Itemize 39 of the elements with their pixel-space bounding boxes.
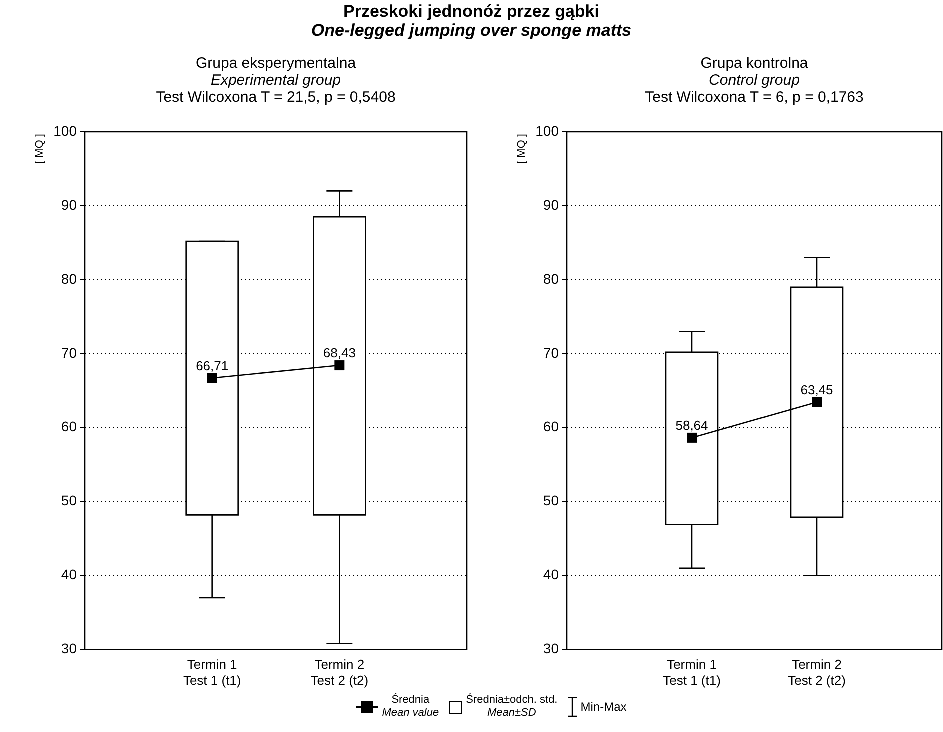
y-tick-label: 40: [543, 566, 560, 583]
y-tick-label: 100: [536, 122, 560, 139]
x-tick-label: Termin 2 Test 2 (t2): [310, 657, 369, 688]
data-label: 66,71: [196, 358, 229, 374]
chart-title: Grupa eksperymentalna: [194, 55, 358, 72]
y-axis-title: [ MQ ]: [34, 134, 46, 164]
y-tick-label: 60: [61, 418, 78, 435]
y-axis-title: [ MQ ]: [516, 134, 528, 164]
x-tick-label: Termin 2 Test 2 (t2): [788, 657, 846, 688]
y-tick-label: 30: [543, 640, 560, 657]
y-tick-label: 40: [61, 566, 78, 583]
text: Przeskoki jednonóż przez gąbki: [342, 2, 600, 21]
y-tick-label: 90: [543, 196, 560, 213]
y-tick-label: 70: [61, 344, 78, 361]
text: Test Wilcoxona T = 21,5, p = 0,5408: [155, 89, 397, 106]
y-tick-label: 50: [61, 492, 78, 509]
chart-title: Grupa kontrolna: [700, 55, 810, 72]
text: One-legged jumping over sponge matts: [310, 21, 633, 40]
y-tick-label: 50: [543, 492, 560, 509]
chart-subtitle: Control group: [708, 72, 801, 89]
y-tick-label: 80: [543, 270, 560, 287]
data-label: 63,45: [800, 382, 834, 398]
data-label: 58,64: [676, 418, 708, 434]
y-tick-label: 60: [543, 418, 560, 435]
text: Średnia±odch. std.: [466, 694, 558, 707]
y-tick-label: 90: [61, 196, 78, 213]
x-tick-label: Termin 1 Test 1 (t1): [183, 657, 242, 688]
data-label: 68,43: [323, 346, 356, 361]
y-tick-label: 70: [543, 344, 560, 361]
y-tick-label: 100: [54, 122, 78, 139]
chart-subtitle: Experimental group: [210, 72, 342, 89]
text: Mean±SD: [486, 707, 538, 720]
text: Min-Max: [580, 700, 627, 714]
text: Mean value: [382, 707, 440, 720]
x-tick-label: Termin 1 Test 1 (t1): [663, 657, 721, 688]
y-tick-label: 30: [61, 640, 78, 657]
text: Test Wilcoxona T = 6, p = 0,1763: [644, 89, 865, 106]
text: Średnia: [390, 694, 431, 707]
y-tick-label: 80: [61, 270, 78, 287]
